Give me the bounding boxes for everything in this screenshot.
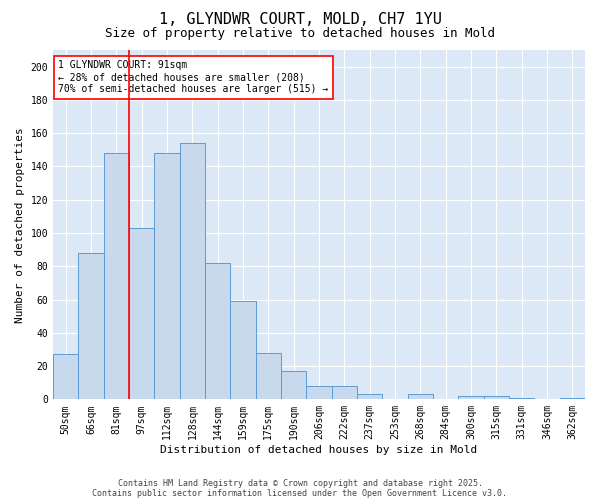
Bar	[230, 301, 256, 400]
Text: 1 GLYNDWR COURT: 91sqm
← 28% of detached houses are smaller (208)
70% of semi-de: 1 GLYNDWR COURT: 91sqm ← 28% of detached…	[58, 60, 329, 94]
Y-axis label: Number of detached properties: Number of detached properties	[15, 127, 25, 322]
Bar	[458, 396, 484, 400]
Bar	[332, 386, 357, 400]
Bar	[154, 153, 179, 400]
Bar	[53, 354, 79, 400]
Bar	[256, 353, 281, 400]
Bar	[104, 153, 129, 400]
Bar	[560, 398, 585, 400]
Bar	[205, 263, 230, 400]
Text: Contains public sector information licensed under the Open Government Licence v3: Contains public sector information licen…	[92, 488, 508, 498]
Bar	[179, 143, 205, 400]
Bar	[129, 228, 154, 400]
Bar	[79, 253, 104, 400]
Text: Size of property relative to detached houses in Mold: Size of property relative to detached ho…	[105, 28, 495, 40]
Bar	[407, 394, 433, 400]
Bar	[357, 394, 382, 400]
Bar	[484, 396, 509, 400]
Bar	[307, 386, 332, 400]
Bar	[509, 398, 535, 400]
X-axis label: Distribution of detached houses by size in Mold: Distribution of detached houses by size …	[160, 445, 478, 455]
Bar	[281, 371, 307, 400]
Text: Contains HM Land Registry data © Crown copyright and database right 2025.: Contains HM Land Registry data © Crown c…	[118, 478, 482, 488]
Text: 1, GLYNDWR COURT, MOLD, CH7 1YU: 1, GLYNDWR COURT, MOLD, CH7 1YU	[158, 12, 442, 28]
